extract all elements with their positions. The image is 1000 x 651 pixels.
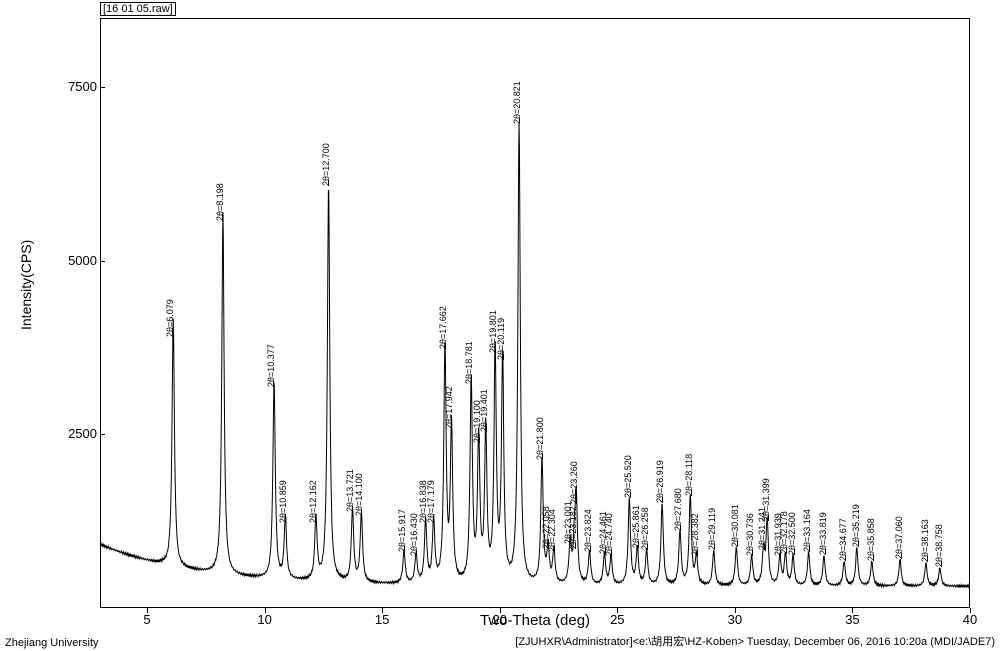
x-tick-mark: [970, 608, 971, 613]
peak-label: 2θ=20.119: [496, 317, 506, 359]
x-tick-label: 20: [492, 612, 506, 627]
x-tick-mark: [382, 608, 383, 613]
peak-label: 2θ=17.662: [438, 306, 448, 349]
peak-label: 2θ=28.118: [684, 454, 694, 496]
y-axis-label: Intensity(CPS): [18, 240, 34, 330]
x-tick-mark: [147, 608, 148, 613]
y-tick-label: 5000: [47, 253, 97, 268]
y-tick-label: 2500: [47, 426, 97, 441]
peak-label: 2θ=8.198: [215, 183, 225, 221]
peak-label: 2θ=25.520: [623, 456, 633, 499]
peak-label: 2θ=29.119: [707, 508, 717, 550]
peak-label: 2θ=35.219: [851, 504, 861, 547]
peak-label: 2θ=23.824: [583, 509, 593, 552]
x-tick-mark: [617, 608, 618, 613]
y-tick-label: 7500: [47, 79, 97, 94]
peak-label: 2θ=34.677: [838, 518, 848, 561]
peak-label: 2θ=33.819: [818, 513, 828, 556]
file-label: [16 01 05.raw]: [100, 2, 176, 16]
peak-label: 2θ=26.258: [640, 508, 650, 551]
peak-label: 2θ=30.736: [745, 513, 755, 556]
peak-label: 2θ=37.060: [894, 516, 904, 559]
x-tick-mark: [735, 608, 736, 613]
y-tick-mark: [100, 87, 105, 88]
peak-label: 2θ=20.821: [512, 81, 522, 124]
footer-right: [ZJUHXR\Administrator]<e:\胡用宏\HZ-Koben> …: [515, 633, 995, 649]
y-tick-mark: [100, 261, 105, 262]
peak-label: 2θ=10.859: [278, 480, 288, 523]
xrd-figure: [16 01 05.raw] Intensity(CPS) Two-Theta …: [0, 0, 1000, 651]
peak-label: 2θ=38.163: [920, 519, 930, 562]
peak-label: 2θ=24.740: [604, 513, 614, 556]
peak-label: 2θ=23.182: [568, 506, 578, 549]
peak-label: 2θ=22.304: [547, 509, 557, 552]
peak-label: 2θ=23.260: [569, 461, 579, 504]
x-tick-mark: [852, 608, 853, 613]
x-tick-label: 30: [728, 612, 742, 627]
peak-label: 2θ=17.942: [444, 386, 454, 429]
x-tick-label: 10: [257, 612, 271, 627]
peak-label: 2θ=12.162: [308, 480, 318, 523]
peak-label: 2θ=21.800: [535, 417, 545, 460]
peak-label: 2θ=19.401: [479, 390, 489, 433]
peak-label: 2θ=30.081: [730, 504, 740, 547]
footer-left: Zhejiang University: [5, 637, 99, 649]
peak-label: 2θ=27.680: [673, 488, 683, 531]
x-tick-mark: [265, 608, 266, 613]
peak-label: 2θ=6.079: [165, 299, 175, 337]
peak-label: 2θ=31.399: [761, 478, 771, 521]
x-tick-label: 15: [375, 612, 389, 627]
peak-label: 2θ=26.919: [655, 460, 665, 503]
x-tick-mark: [500, 608, 501, 613]
peak-label: 2θ=14.100: [354, 473, 364, 516]
peak-label: 2θ=35.858: [866, 518, 876, 561]
peak-label: 2θ=38.758: [934, 524, 944, 567]
peak-label: 2θ=32.500: [787, 513, 797, 556]
peak-label: 2θ=17.179: [426, 480, 436, 523]
x-tick-label: 35: [845, 612, 859, 627]
peak-label: 2θ=10.377: [266, 345, 276, 388]
peak-label: 2θ=33.164: [802, 509, 812, 552]
x-tick-label: 5: [143, 612, 150, 627]
x-tick-label: 25: [610, 612, 624, 627]
y-tick-mark: [100, 434, 105, 435]
peak-label: 2θ=12.700: [321, 143, 331, 186]
peak-label: 2θ=28.382: [690, 513, 700, 556]
peak-label: 2θ=18.781: [464, 341, 474, 384]
peak-label: 2θ=15.917: [397, 509, 407, 552]
x-tick-label: 40: [963, 612, 977, 627]
